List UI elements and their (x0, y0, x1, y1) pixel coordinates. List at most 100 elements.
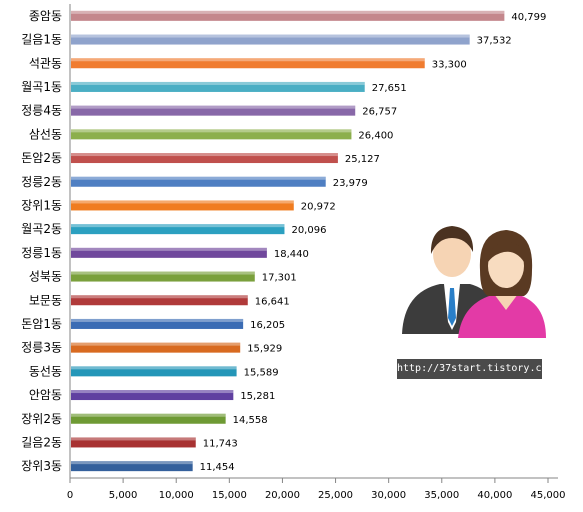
bar-정릉4동 (71, 105, 356, 116)
bar-삼선동 (71, 129, 352, 140)
value-label: 16,205 (250, 320, 285, 331)
bar-highlight (71, 413, 226, 417)
bar-석관동 (71, 58, 425, 69)
bar-highlight (71, 295, 248, 299)
value-label: 16,641 (255, 296, 290, 307)
value-label: 15,929 (247, 344, 282, 355)
x-tick-label: 30,000 (371, 490, 406, 501)
woman-collar (494, 294, 518, 310)
category-label: 보문동 (29, 293, 62, 307)
bar-성북동 (71, 271, 255, 282)
category-label: 장위3동 (21, 459, 62, 473)
bar-정릉1동 (71, 247, 267, 258)
value-label: 26,757 (362, 107, 397, 118)
category-label: 정릉4동 (21, 104, 62, 118)
category-label: 월곡2동 (21, 222, 62, 236)
bar-highlight (71, 461, 193, 465)
man-face (433, 231, 471, 277)
bar-highlight (71, 105, 356, 109)
category-label: 길음1동 (21, 33, 62, 47)
bar-길음2동 (71, 437, 196, 448)
woman-body (458, 294, 546, 338)
bar-길음1동 (71, 34, 470, 45)
value-label: 27,651 (372, 83, 407, 94)
bar-highlight (71, 437, 196, 441)
category-label: 월곡1동 (21, 80, 62, 94)
value-label: 20,096 (291, 225, 326, 236)
category-label: 장위1동 (21, 198, 62, 212)
woman-face (488, 244, 524, 288)
category-label: 종암동 (29, 9, 62, 23)
bar-highlight (71, 366, 237, 370)
bar-highlight (71, 34, 470, 38)
bar-highlight (71, 58, 425, 62)
man-tie (448, 288, 456, 326)
bar-월곡1동 (71, 81, 365, 92)
bar-안암동 (71, 390, 234, 401)
bar-highlight (71, 318, 244, 322)
category-label: 삼선동 (29, 127, 62, 141)
value-label: 14,558 (233, 415, 268, 426)
bar-highlight (71, 176, 326, 180)
value-label: 11,743 (203, 438, 238, 449)
value-label: 40,799 (511, 12, 546, 23)
bar-highlight (71, 10, 505, 14)
category-label: 장위2동 (21, 412, 62, 426)
bar-장위2동 (71, 413, 226, 424)
bar-highlight (71, 200, 294, 204)
bar-정릉3동 (71, 342, 241, 353)
category-label: 안암동 (29, 388, 62, 402)
bar-highlight (71, 153, 338, 157)
x-tick-label: 20,000 (265, 490, 300, 501)
bar-highlight (71, 390, 234, 394)
x-tick-label: 35,000 (424, 490, 459, 501)
value-label: 18,440 (274, 249, 309, 260)
bar-장위1동 (71, 200, 294, 211)
category-label: 정릉2동 (21, 175, 62, 189)
category-label: 길음2동 (21, 435, 62, 449)
category-label: 돈암2동 (21, 151, 62, 165)
category-label: 성북동 (29, 270, 62, 284)
value-label: 33,300 (432, 59, 467, 70)
bar-정릉2동 (71, 176, 326, 187)
bar-동선동 (71, 366, 237, 377)
man-hair (430, 226, 474, 254)
x-tick-label: 10,000 (159, 490, 194, 501)
value-label: 15,281 (240, 391, 275, 402)
bar-돈암1동 (71, 318, 244, 329)
people-couple-icon (402, 226, 546, 338)
value-label: 25,127 (345, 154, 380, 165)
value-label: 20,972 (301, 201, 336, 212)
category-label: 동선동 (29, 364, 62, 378)
watermark-url: http://37start.tistory.com (397, 359, 554, 379)
value-label: 37,532 (477, 36, 512, 47)
x-tick-label: 40,000 (477, 490, 512, 501)
category-label: 석관동 (29, 56, 62, 70)
bar-highlight (71, 81, 365, 85)
bar-highlight (71, 271, 255, 275)
value-label: 23,979 (333, 178, 368, 189)
x-tick-label: 5,000 (109, 490, 138, 501)
value-label: 26,400 (358, 130, 393, 141)
bar-돈암2동 (71, 153, 338, 164)
value-label: 17,301 (262, 273, 297, 284)
bar-highlight (71, 247, 267, 251)
value-label: 15,589 (244, 367, 279, 378)
bar-종암동 (71, 10, 505, 21)
bar-highlight (71, 342, 241, 346)
x-tick-label: 0 (67, 490, 73, 501)
bar-월곡2동 (71, 224, 285, 235)
category-label: 돈암1동 (21, 317, 62, 331)
bar-highlight (71, 129, 352, 133)
value-label: 11,454 (200, 462, 235, 473)
bar-보문동 (71, 295, 248, 306)
bar-highlight (71, 224, 285, 228)
x-tick-label: 25,000 (318, 490, 353, 501)
bar-장위3동 (71, 461, 193, 472)
category-label: 정릉3동 (21, 341, 62, 355)
category-label: 정릉1동 (21, 246, 62, 260)
woman-bangs (488, 242, 525, 262)
x-tick-label: 45,000 (531, 490, 566, 501)
x-tick-label: 15,000 (212, 490, 247, 501)
